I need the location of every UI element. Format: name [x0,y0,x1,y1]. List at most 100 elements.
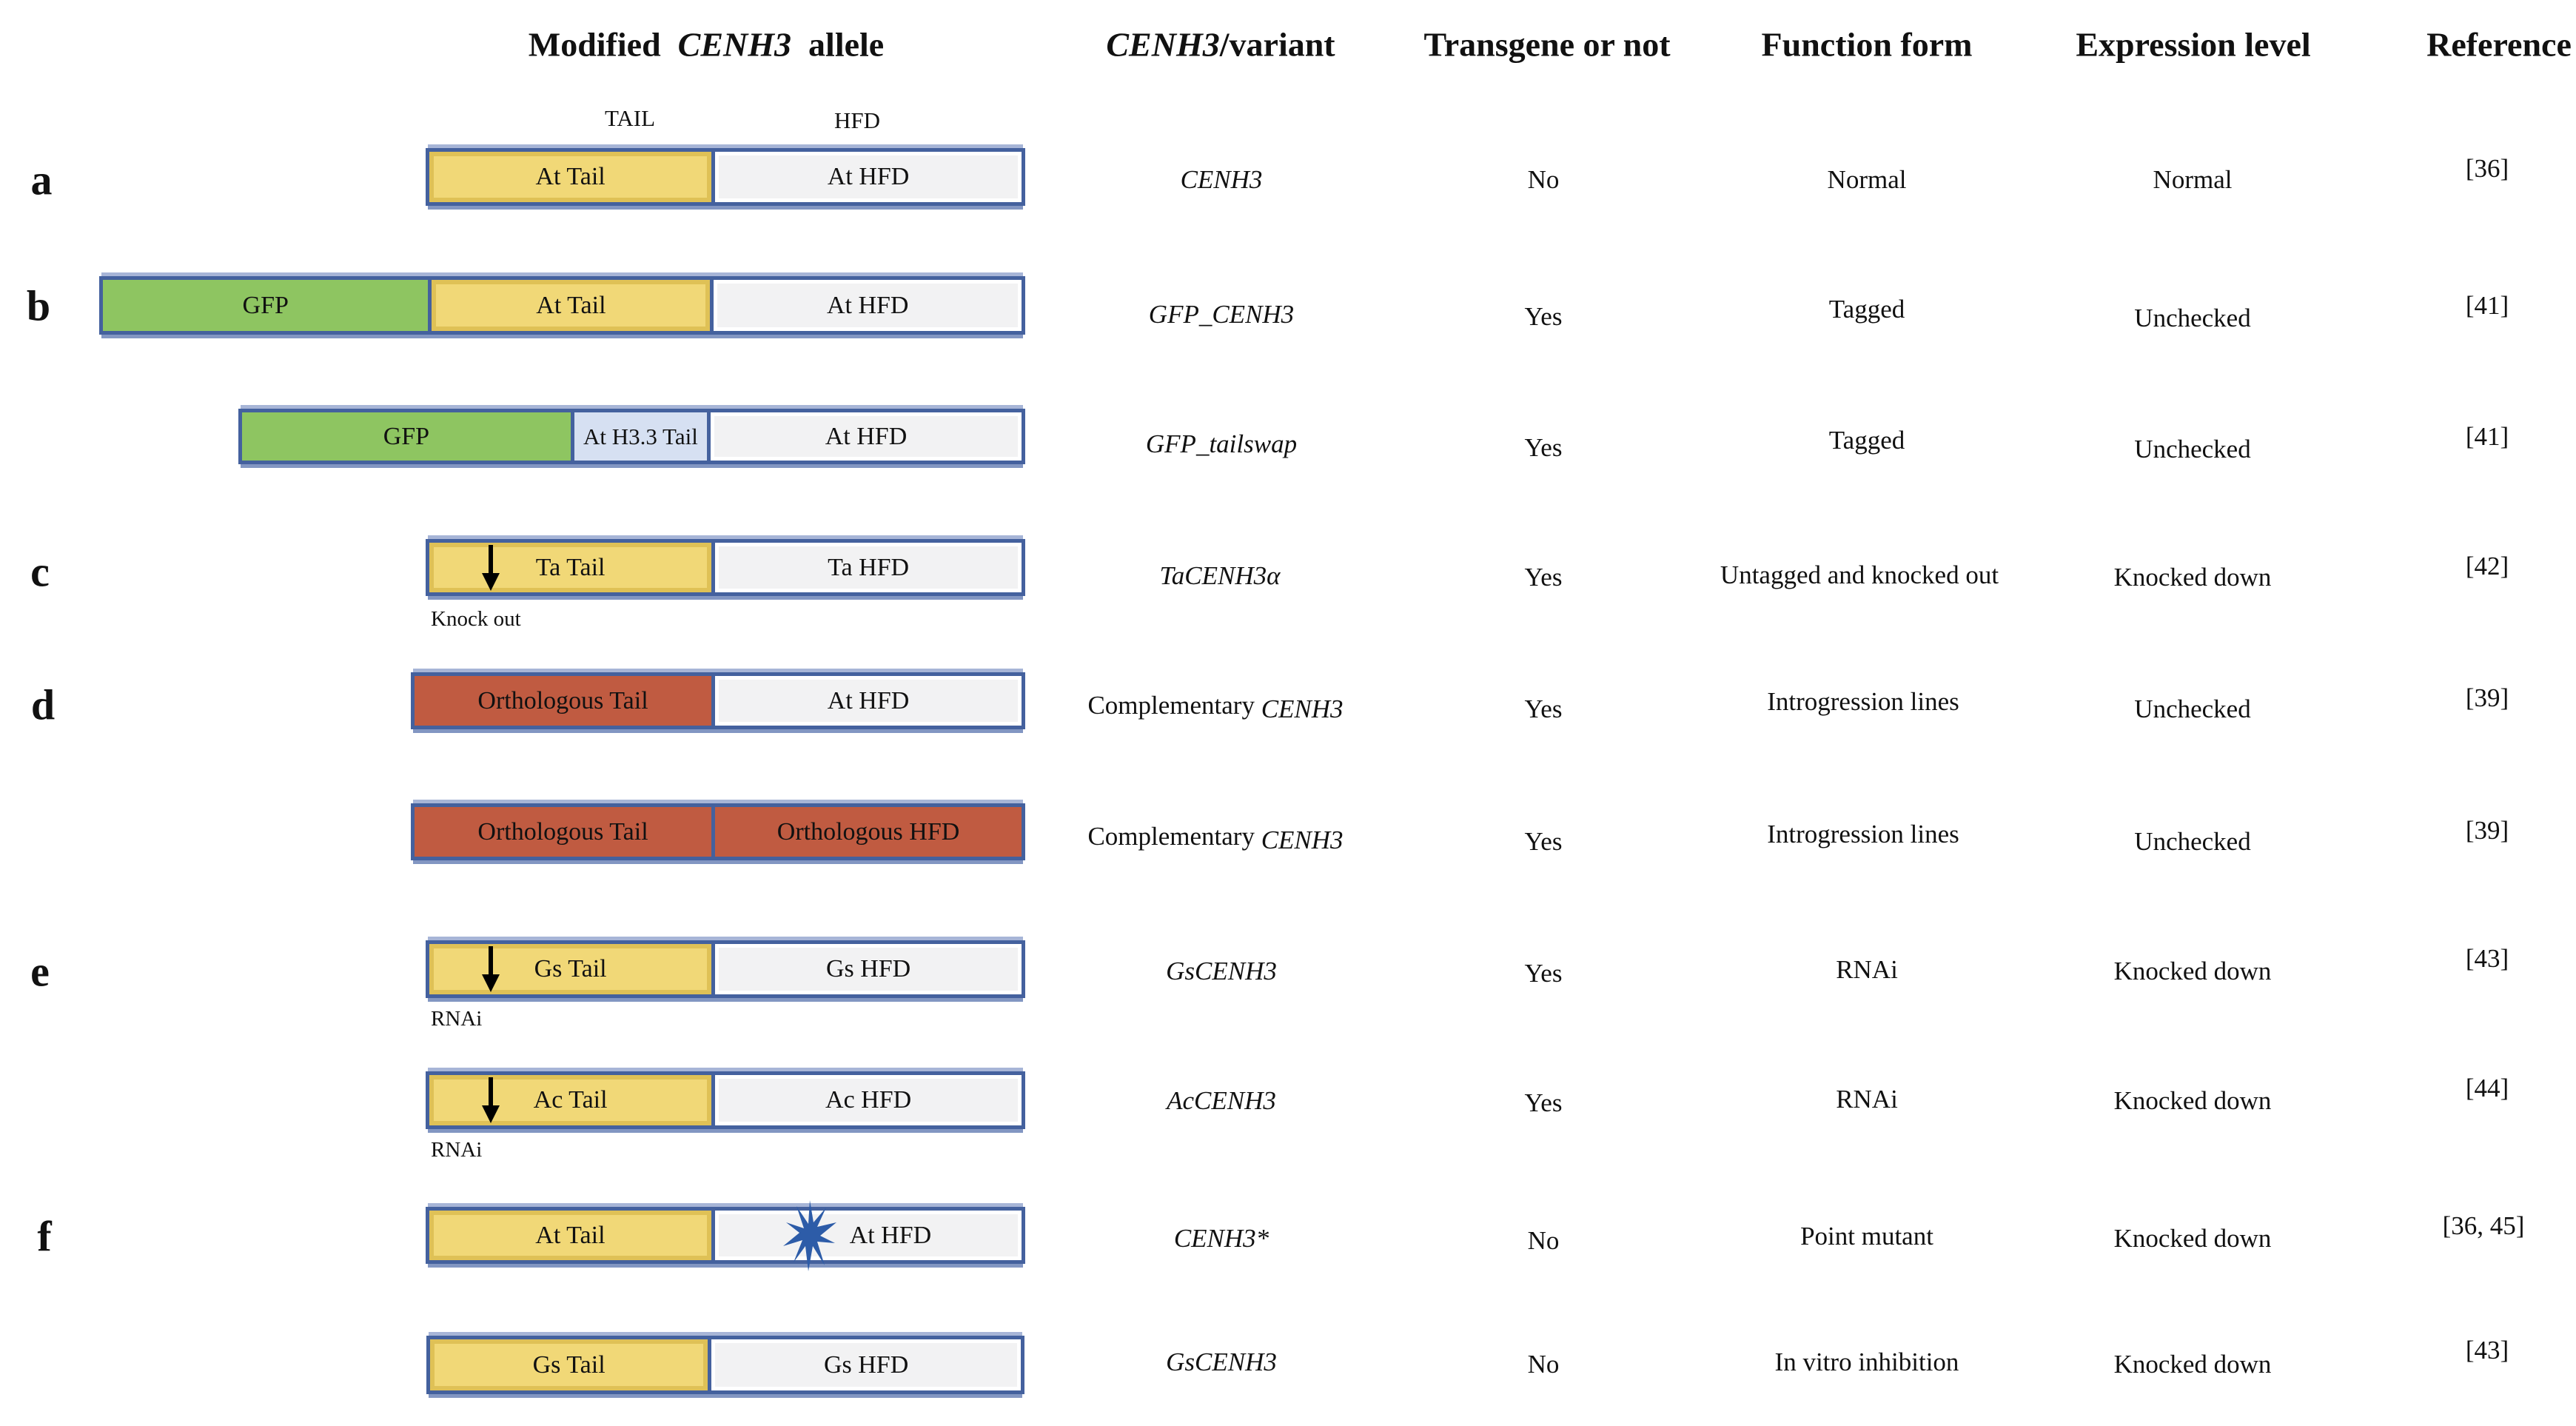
column-header-reference: Reference [2426,25,2572,64]
header-text: allele [808,25,885,64]
expression-cell: Unchecked [2134,435,2251,463]
function-cell: RNAi [1836,955,1898,984]
allele-diagram-c: Ta Tail Ta HFD [426,539,1025,596]
reference-cell: [43] [2465,1336,2509,1365]
variant-gene: CENH3 [1261,694,1344,723]
reference-cell: [41] [2465,291,2509,320]
allele-diagram-d1: Orthologous Tail At HFD [411,672,1025,729]
allele-diagram-d2: Orthologous Tail Orthologous HFD [411,803,1025,860]
variant-gene: CENH3 [1261,826,1344,854]
transgene-cell: No [1527,165,1560,194]
variant-cell: AcCENH3 [1167,1086,1276,1115]
reference-cell: [41] [2465,422,2509,451]
tail-segment: Ta Tail [429,543,712,592]
allele-diagram-b2: GFP At H3.3 Tail At HFD [238,409,1025,464]
expression-cell: Knocked down [2113,1086,2272,1115]
column-header-function-form: Function form [1761,25,1973,64]
section-letter-c: c [30,547,50,596]
orthologous-tail-segment: Orthologous Tail [415,807,712,857]
variant-cell: Complementary CENH3 [1087,822,1344,854]
expression-cell: Knocked down [2113,957,2272,985]
segment-label: Orthologous Tail [477,686,648,714]
rnai-arrow-icon [482,1077,500,1123]
column-header-expression-level: Expression level [2076,25,2311,64]
expression-cell: Unchecked [2134,304,2251,332]
segment-label: GFP [383,422,430,450]
function-cell: In vitro inhibition [1774,1348,1959,1376]
function-cell: Normal [1827,165,1907,194]
header-gene-text: CENH3 [677,25,792,64]
expression-cell: Normal [2153,165,2233,194]
orthologous-hfd-segment: Orthologous HFD [711,807,1022,857]
segment-label: GFP [242,291,289,319]
column-header-variant: CENH3/variant [1106,25,1335,64]
section-letter-f: f [37,1212,52,1261]
segment-label: At Tail [536,291,606,319]
reference-cell: [43] [2465,944,2509,973]
segment-label: Gs HFD [823,1350,909,1379]
expression-cell: Unchecked [2134,827,2251,856]
variant-cell: GsCENH3 [1166,957,1277,985]
segment-label: Gs Tail [534,955,607,983]
transgene-cell: Yes [1524,1088,1563,1117]
allele-diagram-a: At Tail At HFD [426,148,1025,206]
gfp-segment: GFP [242,412,571,461]
h33-tail-segment: At H3.3 Tail [570,412,708,461]
expression-cell: Knocked down [2113,1224,2272,1253]
reference-cell: [36, 45] [2442,1211,2525,1240]
hfd-segment: Gs HFD [711,944,1022,994]
variant-prefix: Complementary [1087,691,1261,720]
tail-segment: At Tail [429,152,712,202]
header-text: /variant [1219,25,1335,64]
knockout-arrow-icon [482,544,500,591]
allele-diagram-f2: Gs Tail Gs HFD [426,1336,1024,1394]
segment-label: Gs HFD [825,955,911,983]
allele-diagram-b1: GFP At Tail At HFD [99,276,1025,335]
expression-cell: Unchecked [2134,694,2251,723]
rnai-label: RNAi [431,1007,483,1031]
segment-label: Ac Tail [533,1086,608,1114]
transgene-cell: Yes [1524,563,1563,592]
variant-cell: CENH3 [1180,165,1263,194]
segment-label: Gs Tail [532,1350,606,1379]
tail-segment: At Tail [428,280,711,331]
transgene-cell: No [1527,1226,1560,1255]
function-cell: Point mutant [1800,1222,1933,1251]
transgene-cell: Yes [1524,694,1563,723]
function-cell: Untagged and knocked out [1720,560,1999,589]
hfd-segment: At HFD [710,280,1022,331]
hfd-domain-label: HFD [833,107,881,133]
function-cell: Tagged [1828,426,1905,455]
tail-segment: Gs Tail [429,944,712,994]
segment-label: At HFD [827,163,910,190]
segment-label: At HFD [825,422,908,450]
transgene-cell: Yes [1524,433,1563,462]
variant-cell: GFP_CENH3 [1148,300,1295,329]
hfd-segment: At HFD [711,152,1022,202]
segment-label: At Tail [535,1221,606,1249]
variant-cell: GsCENH3 [1166,1348,1277,1376]
knock-out-label: Knock out [431,607,521,631]
segment-label: At H3.3 Tail [583,423,698,449]
function-cell: Introgression lines [1767,820,1959,848]
expression-cell: Knocked down [2113,1350,2272,1379]
header-gene-text: CENH3 [1106,25,1220,64]
column-header-modified-allele: Modified CENH3 allele [529,25,884,64]
reference-cell: [42] [2465,552,2509,580]
hfd-segment: Ta HFD [711,543,1022,592]
allele-diagram-f1: At Tail At HFD [426,1199,1025,1271]
segment-label: Orthologous Tail [477,817,648,846]
transgene-cell: Yes [1524,302,1563,331]
segment-label: At HFD [827,686,910,714]
section-letter-a: a [30,155,53,204]
variant-cell: Complementary CENH3 [1087,691,1344,723]
tail-segment: Ac Tail [429,1075,712,1125]
transgene-cell: Yes [1524,827,1563,856]
rnai-label: RNAi [431,1138,483,1162]
segment-label: At Tail [535,163,606,190]
segment-label: At HFD [826,291,909,319]
allele-diagram-e1: Gs Tail Gs HFD [426,940,1025,998]
hfd-segment: At HFD [711,1199,1022,1271]
reference-cell: [44] [2465,1074,2509,1102]
